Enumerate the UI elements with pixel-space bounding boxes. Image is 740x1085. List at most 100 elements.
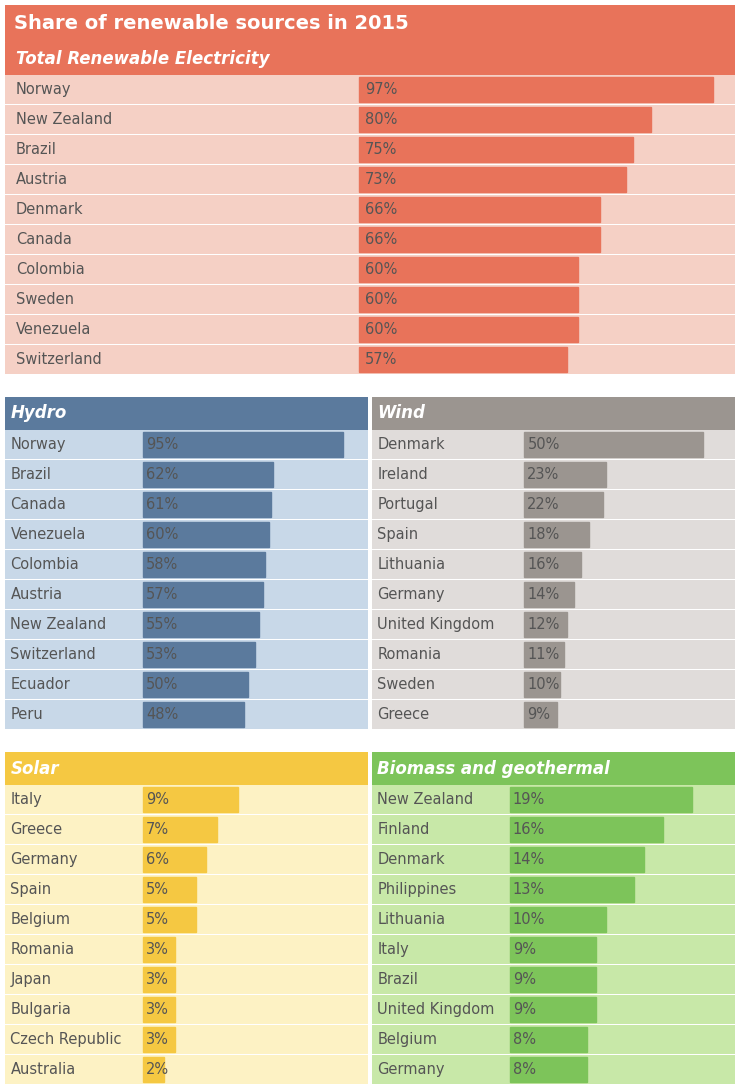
Bar [359,138,633,162]
Bar [143,642,255,666]
Text: Germany: Germany [10,852,78,867]
Text: Italy: Italy [10,792,42,807]
Text: 9%: 9% [513,1003,536,1017]
Text: 53%: 53% [146,647,178,662]
Text: Germany: Germany [377,587,445,602]
Text: Brazil: Brazil [10,467,51,482]
Text: 57%: 57% [146,587,178,602]
Bar [359,317,578,342]
Text: 50%: 50% [528,437,559,452]
Bar [525,552,582,577]
Bar [143,968,175,992]
Bar [359,197,600,221]
Text: 55%: 55% [146,617,178,631]
Bar [525,493,603,516]
Text: Austria: Austria [16,173,68,187]
Text: 9%: 9% [146,792,169,807]
Text: Denmark: Denmark [377,437,445,452]
Bar [525,702,556,727]
Text: 13%: 13% [513,882,545,897]
Text: Japan: Japan [10,972,52,987]
Text: 66%: 66% [365,202,397,217]
Text: 80%: 80% [365,112,397,127]
Text: Finland: Finland [377,822,430,837]
Text: 8%: 8% [513,1032,536,1047]
Text: Austria: Austria [10,587,63,602]
Text: 11%: 11% [528,647,559,662]
Text: Share of renewable sources in 2015: Share of renewable sources in 2015 [14,14,408,33]
Text: 3%: 3% [146,942,169,957]
Text: Bulgaria: Bulgaria [10,1003,71,1017]
Text: Ireland: Ireland [377,467,428,482]
Bar [143,937,175,961]
Bar [143,552,265,577]
Text: Norway: Norway [10,437,66,452]
Text: Colombia: Colombia [10,557,79,572]
Bar [359,77,713,102]
Text: Brazil: Brazil [377,972,418,987]
Bar [510,847,644,871]
Text: 50%: 50% [146,677,178,692]
Bar [525,642,564,666]
Text: United Kingdom: United Kingdom [377,1003,495,1017]
Bar [510,937,596,961]
Text: Czech Republic: Czech Republic [10,1032,122,1047]
Text: 66%: 66% [365,232,397,247]
Text: Brazil: Brazil [16,142,57,157]
Bar [510,907,605,932]
Text: Switzerland: Switzerland [16,352,101,367]
Text: 48%: 48% [146,707,178,722]
Text: Wind: Wind [377,405,426,422]
Text: Sweden: Sweden [377,677,435,692]
Text: 57%: 57% [365,352,397,367]
Text: 18%: 18% [528,527,559,542]
Bar [143,583,263,607]
Text: Biomass and geothermal: Biomass and geothermal [377,760,610,778]
Bar [525,673,560,697]
Text: Venezuela: Venezuela [16,322,91,337]
Bar [143,907,195,932]
Text: New Zealand: New Zealand [377,792,474,807]
Text: Canada: Canada [10,497,67,512]
Bar [525,432,703,457]
Text: 16%: 16% [528,557,559,572]
Bar [525,583,574,607]
Text: Sweden: Sweden [16,292,74,307]
Text: 16%: 16% [513,822,545,837]
Text: Peru: Peru [10,707,43,722]
Text: 60%: 60% [365,292,397,307]
Bar [143,493,272,516]
Text: Norway: Norway [16,82,72,97]
Text: Ecuador: Ecuador [10,677,70,692]
Bar [143,1027,175,1051]
Bar [143,997,175,1022]
Bar [510,1057,587,1082]
Text: Colombia: Colombia [16,261,84,277]
Text: Philippines: Philippines [377,882,457,897]
Text: 58%: 58% [146,557,178,572]
Text: 9%: 9% [528,707,551,722]
Text: Romania: Romania [377,647,442,662]
Text: 23%: 23% [528,467,559,482]
Text: Romania: Romania [10,942,75,957]
Text: 12%: 12% [528,617,559,631]
Text: 6%: 6% [146,852,169,867]
Text: 60%: 60% [365,261,397,277]
Text: Portugal: Portugal [377,497,438,512]
Bar [510,817,663,842]
Text: 5%: 5% [146,882,169,897]
Bar [359,107,651,131]
Text: 5%: 5% [146,912,169,927]
Text: United Kingdom: United Kingdom [377,617,495,631]
Bar [510,968,596,992]
Bar [359,167,625,192]
Bar [359,347,567,372]
Bar [525,522,588,547]
Text: Solar: Solar [10,760,59,778]
Text: 97%: 97% [365,82,397,97]
Bar [143,673,248,697]
Text: 61%: 61% [146,497,178,512]
Text: Total Renewable Electricity: Total Renewable Electricity [16,50,269,67]
Bar [359,228,600,252]
Text: 60%: 60% [365,322,397,337]
